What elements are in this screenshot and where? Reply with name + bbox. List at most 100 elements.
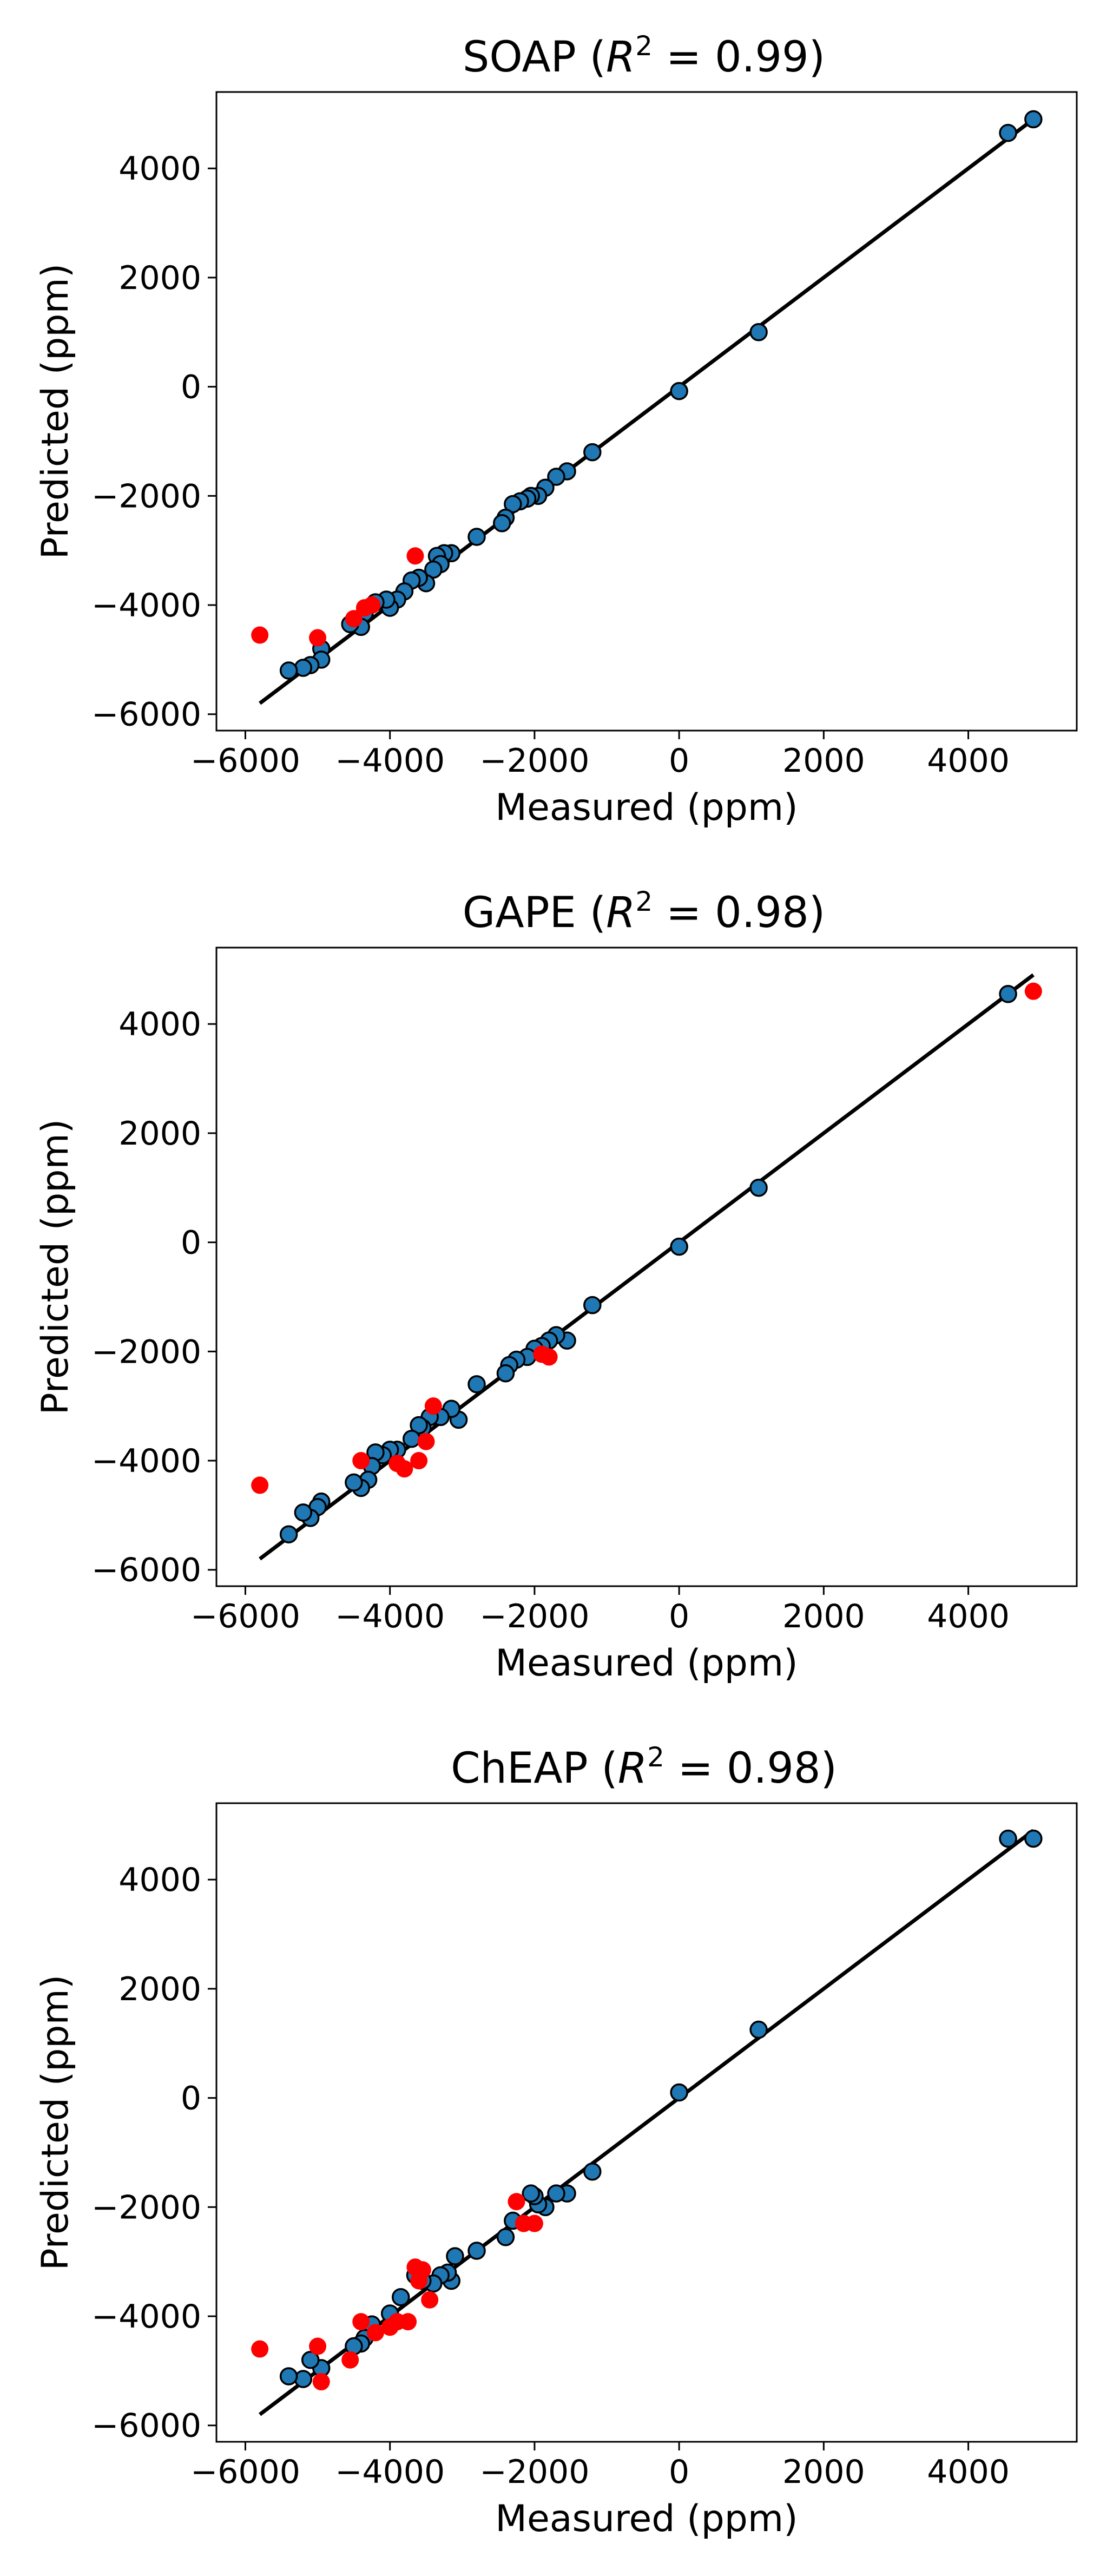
data-point-red [421, 2291, 439, 2309]
data-point-blue [446, 2247, 464, 2265]
data-point-blue [749, 2020, 768, 2039]
points-gape [251, 982, 1042, 1543]
y-tick-label: −4000 [91, 587, 201, 625]
x-tick-label: −6000 [190, 742, 300, 780]
data-point-blue [999, 123, 1017, 142]
x-tick-label: 0 [669, 742, 689, 780]
x-axis-label-gape: Measured (ppm) [495, 1642, 798, 1685]
x-ticks-gape: −6000 −4000 −2000 0 2000 4000 [190, 1586, 1010, 1635]
data-point-blue [294, 659, 313, 677]
data-point-blue [749, 323, 768, 341]
y-tick-label: 4000 [118, 150, 201, 188]
data-point-blue [403, 1429, 421, 1448]
data-point-blue [1024, 1829, 1043, 1848]
data-point-blue [670, 382, 688, 400]
y-tick-label: 0 [181, 369, 201, 406]
data-point-blue [279, 661, 298, 680]
y-ticks-cheap: −6000 −4000 −2000 0 2000 4000 [91, 1861, 216, 2445]
data-point-blue [279, 1525, 298, 1543]
data-point-red [406, 547, 424, 565]
fit-line-soap [259, 117, 1035, 705]
x-tick-label: 4000 [927, 2453, 1010, 2491]
data-point-blue [670, 1237, 688, 1256]
data-point-blue [547, 2184, 565, 2203]
data-point-red [251, 2340, 269, 2358]
y-axis-label-cheap: Predicted (ppm) [34, 1975, 77, 2270]
data-point-blue [1024, 110, 1043, 129]
x-tick-label: 4000 [927, 742, 1010, 780]
data-point-red [417, 1432, 435, 1450]
y-axis-label-soap: Predicted (ppm) [34, 264, 77, 559]
points-cheap [251, 1829, 1043, 2391]
x-tick-label: 2000 [782, 742, 865, 780]
data-point-blue [496, 1364, 515, 1383]
plot-frame-gape [215, 947, 1078, 1587]
data-point-blue [279, 2367, 298, 2386]
x-axis-label-soap: Measured (ppm) [495, 786, 798, 829]
data-point-blue [301, 2350, 320, 2369]
data-point-blue [670, 2083, 688, 2102]
data-point-red [312, 2373, 330, 2391]
data-point-red [309, 629, 327, 647]
chart-title-cheap: ChEAP (R2 = 0.98) [451, 1742, 837, 1793]
plot-frame-soap [215, 91, 1078, 732]
x-tick-label: −6000 [190, 2453, 300, 2491]
data-point-blue [999, 1829, 1017, 1848]
data-point-red [424, 1397, 442, 1415]
x-tick-label: 2000 [782, 1598, 865, 1635]
data-point-blue [391, 2288, 410, 2306]
data-point-blue [583, 443, 602, 462]
y-tick-label: −4000 [91, 2298, 201, 2336]
data-point-red [399, 2313, 417, 2331]
data-point-red [251, 1476, 269, 1494]
data-point-blue [504, 495, 522, 514]
data-point-blue [345, 1473, 363, 1492]
x-axis-label-cheap: Measured (ppm) [495, 2498, 798, 2540]
data-point-red [410, 1452, 428, 1470]
data-point-blue [999, 984, 1017, 1003]
x-tick-label: −6000 [190, 1598, 300, 1635]
x-ticks-cheap: −6000 −4000 −2000 0 2000 4000 [190, 2442, 1010, 2491]
data-point-blue [493, 514, 511, 533]
y-tick-label: −2000 [91, 1333, 201, 1371]
chart-panel-soap: SOAP (R2 = 0.99) −6000 −4000 −2000 0 2000 400… [34, 30, 1078, 829]
x-tick-label: 0 [669, 1598, 689, 1635]
chart-title-soap: SOAP (R2 = 0.99) [463, 30, 825, 82]
data-point-red [366, 2324, 384, 2342]
y-axis-label-gape: Predicted (ppm) [34, 1119, 77, 1415]
x-tick-label: −4000 [335, 742, 445, 780]
chart-panel-gape: GAPE (R2 = 0.98) −6000 −4000 −2000 0 2000 400… [34, 886, 1078, 1685]
data-point-blue [467, 528, 486, 546]
y-tick-label: −2000 [91, 477, 201, 515]
data-point-red [525, 2214, 543, 2232]
data-point-red [508, 2193, 525, 2211]
y-tick-label: 2000 [118, 259, 201, 297]
data-point-blue [424, 560, 443, 579]
x-ticks-soap: −6000 −4000 −2000 0 2000 4000 [190, 731, 1010, 780]
x-tick-label: −4000 [335, 1598, 445, 1635]
x-tick-label: −4000 [335, 2453, 445, 2491]
y-ticks-soap: −6000 −4000 −2000 0 2000 4000 [91, 150, 216, 734]
y-tick-label: −4000 [91, 1442, 201, 1480]
data-point-blue [467, 2242, 486, 2260]
data-point-blue [467, 1375, 486, 1394]
data-point-blue [294, 2370, 313, 2388]
data-point-blue [749, 1179, 768, 1197]
y-tick-label: −6000 [91, 1552, 201, 1589]
x-tick-label: 4000 [927, 1598, 1010, 1635]
data-point-red [1024, 982, 1042, 1000]
data-point-blue [547, 468, 565, 486]
data-point-blue [294, 1503, 313, 1522]
data-point-blue [410, 1416, 428, 1435]
plot-frame-cheap [215, 1802, 1078, 2443]
data-point-blue [583, 1296, 602, 1315]
x-tick-label: 0 [669, 2453, 689, 2491]
y-tick-label: 2000 [118, 1970, 201, 2008]
data-point-red [363, 596, 381, 614]
data-point-red [388, 1455, 406, 1473]
chart-title-gape: GAPE (R2 = 0.98) [463, 886, 825, 937]
data-point-blue [496, 2228, 515, 2246]
data-point-blue [522, 2184, 540, 2203]
y-tick-label: 4000 [118, 1006, 201, 1043]
